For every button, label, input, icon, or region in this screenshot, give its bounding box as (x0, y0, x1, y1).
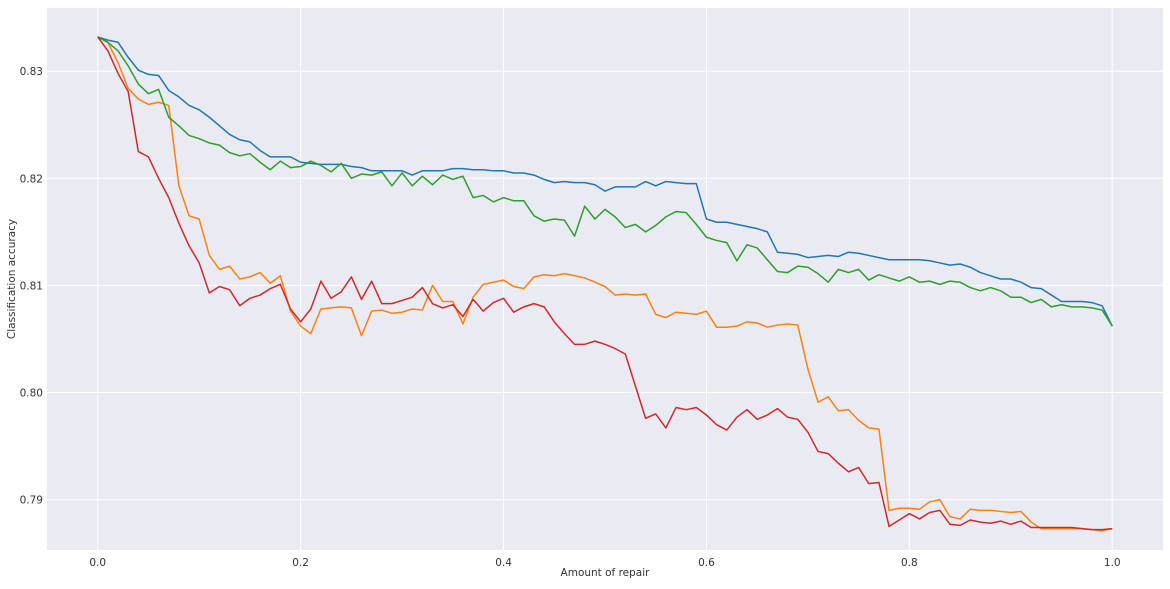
series-line-2 (97, 36, 1113, 532)
series-line-1 (97, 36, 1113, 327)
plot-area (47, 8, 1163, 550)
y-tick-label: 0.79 (20, 495, 43, 507)
series-line-4 (97, 36, 1113, 531)
series-group (97, 36, 1113, 532)
x-axis-title: Amount of repair (561, 567, 651, 579)
x-tick-label: 0.2 (292, 557, 309, 569)
series-line-3 (97, 36, 1113, 327)
y-axis-ticks: 0.79 0.80 0.81 0.82 0.83 (20, 66, 43, 506)
y-tick-label: 0.80 (20, 388, 43, 400)
y-tick-label: 0.82 (20, 173, 43, 185)
y-tick-label: 0.81 (20, 280, 43, 292)
x-tick-label: 1.0 (1104, 557, 1121, 569)
x-tick-label: 0.6 (698, 557, 715, 569)
y-tick-label: 0.83 (20, 66, 43, 78)
x-axis-ticks: 0.0 0.2 0.4 0.6 0.8 1.0 (89, 557, 1120, 569)
y-axis-title: Classification accuracy (6, 219, 18, 339)
x-tick-label: 0.4 (495, 557, 512, 569)
x-tick-label: 0.0 (89, 557, 106, 569)
x-tick-label: 0.8 (901, 557, 918, 569)
grid (47, 8, 1163, 550)
